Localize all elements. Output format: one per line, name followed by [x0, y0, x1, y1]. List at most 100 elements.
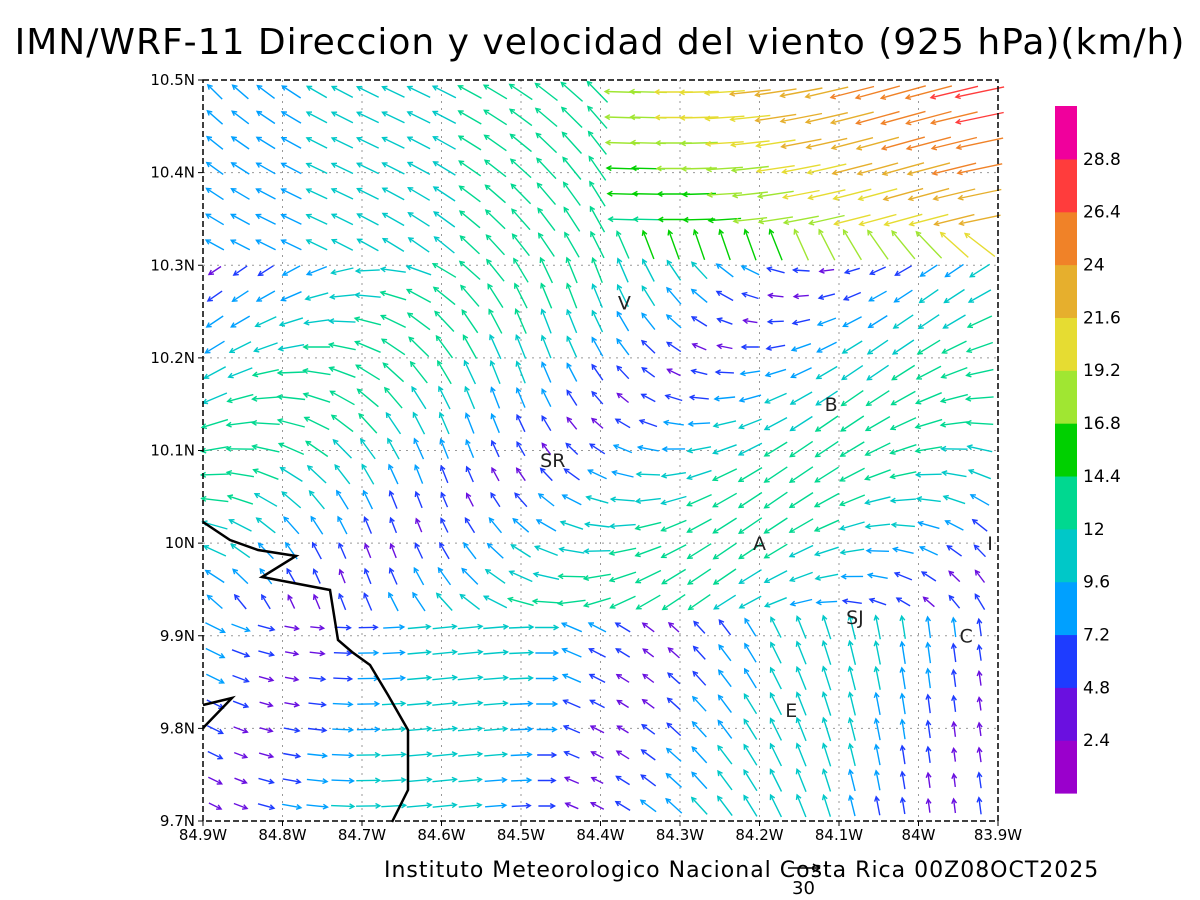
wind-vector: [925, 667, 932, 689]
wind-vector: [973, 544, 987, 558]
wind-vector: [205, 315, 224, 328]
wind-vector: [763, 491, 788, 509]
wind-vector: [686, 518, 712, 533]
wind-vector: [457, 85, 482, 99]
wind-vector: [929, 111, 978, 126]
wind-vector: [440, 491, 449, 508]
wind-vector: [482, 595, 508, 609]
colorbar-label: 14.4: [1083, 467, 1121, 487]
wind-vector: [311, 541, 322, 560]
wind-vector: [465, 438, 475, 459]
wind-vector: [788, 466, 814, 484]
wind-vector: [925, 641, 932, 664]
wind-vector: [815, 390, 838, 406]
wind-vector: [608, 571, 637, 583]
wind-vector: [729, 140, 770, 148]
wind-vector: [889, 497, 916, 504]
wind-vector: [259, 701, 274, 708]
wind-vector: [716, 795, 733, 817]
wind-vector: [406, 161, 431, 176]
wind-vector: [768, 228, 783, 261]
wind-vector: [516, 440, 526, 457]
wind-vector: [510, 183, 532, 205]
wind-vector: [950, 668, 957, 687]
wind-vector: [922, 596, 935, 608]
wind-vector: [457, 135, 482, 151]
wind-vector: [971, 518, 988, 532]
wind-vector: [283, 727, 301, 734]
wind-vector: [208, 802, 223, 810]
wind-vector: [716, 343, 733, 350]
wind-vector: [703, 90, 745, 97]
wind-vector: [925, 693, 932, 714]
wind-vector: [225, 445, 255, 452]
wind-vector: [687, 594, 711, 611]
wind-vector: [432, 700, 459, 707]
wind-vector: [411, 385, 427, 410]
wind-vector: [232, 700, 250, 709]
wind-vector: [969, 263, 991, 278]
wind-vector: [789, 440, 814, 458]
wind-vector: [231, 649, 251, 658]
wind-vector: [433, 211, 456, 228]
wind-vector: [795, 767, 807, 792]
wind-vector: [231, 84, 249, 100]
wind-vector: [385, 411, 402, 435]
wind-vector: [230, 543, 251, 559]
wind-vector: [756, 190, 794, 200]
wind-vector: [457, 110, 482, 125]
wind-vector: [925, 797, 932, 813]
wind-vector: [587, 105, 608, 129]
wind-vector: [432, 751, 459, 758]
wind-vector: [381, 187, 405, 201]
wind-vector: [439, 541, 450, 560]
wind-vector: [458, 160, 482, 177]
wind-vector: [255, 110, 276, 125]
wind-vector: [407, 623, 432, 630]
wind-vector: [967, 469, 992, 480]
wind-vector: [821, 690, 832, 716]
wind-vector: [302, 392, 331, 403]
wind-vector: [965, 341, 994, 353]
wind-vector: [483, 109, 508, 126]
wind-vector: [612, 444, 633, 454]
wind-vector: [890, 390, 916, 406]
wind-vector: [686, 446, 712, 454]
wind-vector: [638, 419, 658, 428]
wind-vector: [511, 208, 531, 231]
wind-vector: [491, 466, 500, 482]
wind-vector: [951, 746, 958, 762]
wind-vector: [537, 232, 555, 257]
wind-vector: [640, 339, 656, 354]
wind-vector: [277, 442, 305, 456]
wind-vector: [895, 597, 911, 607]
wind-vector: [866, 572, 888, 579]
wind-vector: [328, 318, 356, 325]
wind-vector: [226, 494, 254, 505]
x-tick-label: 84.7W: [338, 826, 386, 844]
wind-vector: [792, 293, 809, 300]
wind-vector: [740, 343, 759, 351]
wind-vector: [729, 114, 771, 123]
wind-vector: [925, 615, 932, 639]
wind-vector: [281, 803, 303, 810]
wind-vector: [562, 699, 581, 709]
wind-vector: [566, 362, 578, 382]
wind-vector: [944, 520, 964, 531]
wind-vector: [509, 675, 534, 682]
wind-vector: [389, 542, 397, 559]
wind-vector: [485, 802, 508, 809]
wind-vector: [925, 771, 932, 788]
wind-vector: [533, 545, 558, 557]
wind-vector: [840, 390, 864, 407]
wind-vector: [795, 691, 807, 716]
wind-vector: [969, 494, 990, 506]
wind-vector: [388, 567, 398, 585]
wind-vector: [588, 648, 606, 658]
wind-vector: [407, 211, 430, 227]
wind-vector: [332, 701, 354, 708]
wind-vector: [435, 334, 454, 359]
wind-vector: [795, 716, 807, 742]
wind-vector: [950, 616, 957, 638]
wind-vector: [537, 207, 556, 232]
